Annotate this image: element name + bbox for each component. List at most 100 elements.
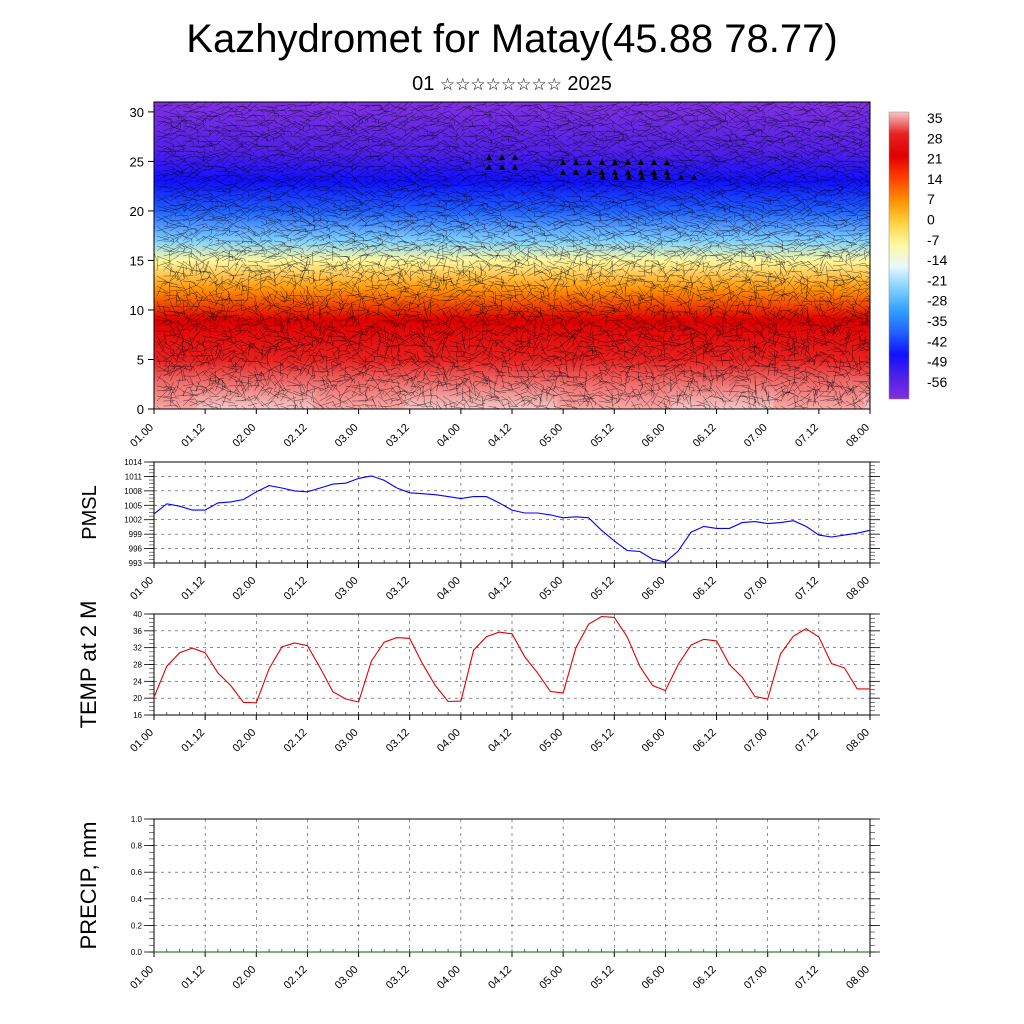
precip-x-tick-label: 03.12: [384, 964, 412, 992]
pmsl-x-tick-label: 05.00: [537, 575, 565, 603]
wind-pennant: [651, 169, 657, 175]
wind-pennant: [512, 164, 518, 170]
cross-x-tick-label: 05.12: [588, 422, 616, 450]
wind-pennant: [560, 169, 566, 175]
precip-x-tick-label: 02.00: [230, 964, 258, 992]
wind-pennant: [612, 159, 618, 165]
temp-x-tick-label: 06.00: [640, 727, 668, 755]
colorbar-label: 21: [927, 151, 943, 167]
cross-section-panel: 0 5 10 15 20 25 30 01.00 01.12 02.00 02.12 03.00 03…: [128, 101, 872, 450]
pmsl-y-tick-label: 1002: [124, 516, 142, 525]
pmsl-x-tick-label: 01.12: [179, 575, 207, 603]
precip-x-tick-label: 04.00: [435, 964, 463, 992]
cross-section-x-axis: 01.00 01.12 02.00 02.12 03.00 03.12 04.00 04.12…: [128, 409, 872, 450]
temp-y-tick-label: 36: [133, 627, 142, 636]
cross-x-tick-label: 04.12: [486, 422, 514, 450]
colorbar-label: -14: [927, 252, 947, 268]
colorbar-label: -56: [927, 374, 947, 390]
temp-x-tick-label: 02.12: [282, 727, 310, 755]
cross-section-y-axis: 0 5 10 15 20 25 30: [130, 105, 154, 417]
precip-x-tick-label: 03.00: [333, 964, 361, 992]
precip-y-tick-label: 1.0: [131, 815, 143, 824]
temp-x-tick-label: 07.12: [793, 727, 821, 755]
wind-pennant: [560, 159, 566, 165]
cross-y-tick-label: 25: [130, 154, 144, 169]
colorbar-label: 0: [927, 212, 935, 228]
pmsl-y-tick-label: 1008: [124, 487, 142, 496]
temp-panel: 01.00 01.12 02.00 02.12 03.00 03.12 04.00 04.12…: [76, 601, 880, 755]
temp-y-tick-label: 40: [133, 610, 142, 619]
temp-frame: [153, 613, 871, 716]
pmsl-panel: 01.00 01.12 02.00 02.12 03.00 03.12 04.00 04.12…: [79, 458, 880, 603]
precip-y-tick-label: 0.0: [131, 948, 143, 957]
pmsl-x-tick-label: 06.12: [691, 575, 719, 603]
date-month: ☆☆☆☆☆☆☆☆: [439, 75, 562, 94]
cross-x-tick-label: 03.12: [384, 422, 412, 450]
precip-x-tick-label: 05.12: [588, 964, 616, 992]
wind-pennant: [512, 154, 518, 160]
colorbar-label: -42: [927, 333, 947, 349]
pmsl-y-tick-label: 1005: [124, 501, 142, 510]
temp-x-tick-label: 02.00: [230, 727, 258, 755]
colorbar-label: -35: [927, 313, 947, 329]
colorbar-label: 7: [927, 191, 935, 207]
wind-pennant: [625, 159, 631, 165]
pmsl-x-tick-label: 04.00: [435, 575, 463, 603]
temp-x-tick-label: 04.12: [486, 727, 514, 755]
cross-x-tick-label: 02.12: [282, 422, 310, 450]
precip-y-tick-label: 0.2: [131, 921, 143, 930]
cross-x-tick-label: 05.00: [537, 422, 565, 450]
pmsl-y-tick-label: 1014: [124, 458, 142, 467]
colorbar-ramp: [888, 111, 910, 400]
temp-x-tick-label: 03.12: [384, 727, 412, 755]
temp-x-tick-label: 05.12: [588, 727, 616, 755]
temp-y-tick-label: 16: [133, 711, 142, 720]
precip-y-label: PRECIP, mm: [76, 822, 101, 950]
colorbar-label: -21: [927, 272, 947, 288]
temp-x-tick-label: 04.00: [435, 727, 463, 755]
cross-x-tick-label: 04.00: [435, 422, 463, 450]
pmsl-x-tick-label: 02.00: [230, 575, 258, 603]
wind-pennant: [652, 174, 658, 180]
pmsl-x-tick-label: 01.00: [128, 575, 156, 603]
cross-y-tick-label: 15: [130, 253, 144, 268]
pmsl-frame: [153, 461, 871, 564]
precip-panel: 01.00 01.12 02.00 02.12 03.00 03.12 04.00 04.12…: [76, 815, 880, 992]
temp-series-line: [153, 615, 870, 704]
cross-x-tick-label: 06.00: [640, 422, 668, 450]
pmsl-y-tick-label: 993: [129, 559, 143, 568]
pmsl-x-tick-label: 02.12: [282, 575, 310, 603]
cross-x-tick-label: 07.12: [793, 422, 821, 450]
wind-pennant: [664, 159, 670, 165]
date-day: 01: [412, 73, 435, 95]
cross-y-tick-label: 10: [130, 303, 144, 318]
wind-pennant: [486, 154, 492, 160]
date-year: 2025: [567, 73, 612, 95]
colorbar-label: -7: [927, 232, 940, 248]
warm-core: [556, 359, 673, 409]
pmsl-y-label: PMSL: [79, 485, 101, 539]
temp-y-tick-label: 32: [133, 644, 142, 653]
cross-x-tick-label: 03.00: [333, 422, 361, 450]
wind-pennant: [586, 169, 592, 175]
precip-x-tick-label: 04.12: [486, 964, 514, 992]
wind-pennant: [664, 169, 670, 175]
colorbar: 35 28 21 14 7 0 -7 -14 -21 -28 -35 -42 -49 -56: [888, 110, 947, 400]
wind-pennant: [639, 174, 645, 180]
precip-y-tick-label: 0.8: [131, 842, 143, 851]
precip-x-tick-label: 02.12: [282, 964, 310, 992]
wind-pennant: [599, 169, 605, 175]
colorbar-label: -28: [927, 293, 947, 309]
wind-pennant: [651, 159, 657, 165]
colorbar-label: 14: [927, 171, 943, 187]
wind-barb-lines: [154, 102, 870, 409]
wind-barbs: [154, 102, 870, 409]
wind-pennant: [612, 169, 618, 175]
cross-x-tick-label: 07.00: [742, 422, 770, 450]
wind-pennant: [586, 159, 592, 165]
precip-x-tick-label: 07.12: [793, 964, 821, 992]
colorbar-labels: 35 28 21 14 7 0 -7 -14 -21 -28 -35 -42 -49 -56: [927, 110, 947, 390]
cross-x-tick-label: 01.00: [128, 422, 156, 450]
precip-x-tick-label: 06.00: [640, 964, 668, 992]
wind-pennant: [600, 174, 606, 180]
